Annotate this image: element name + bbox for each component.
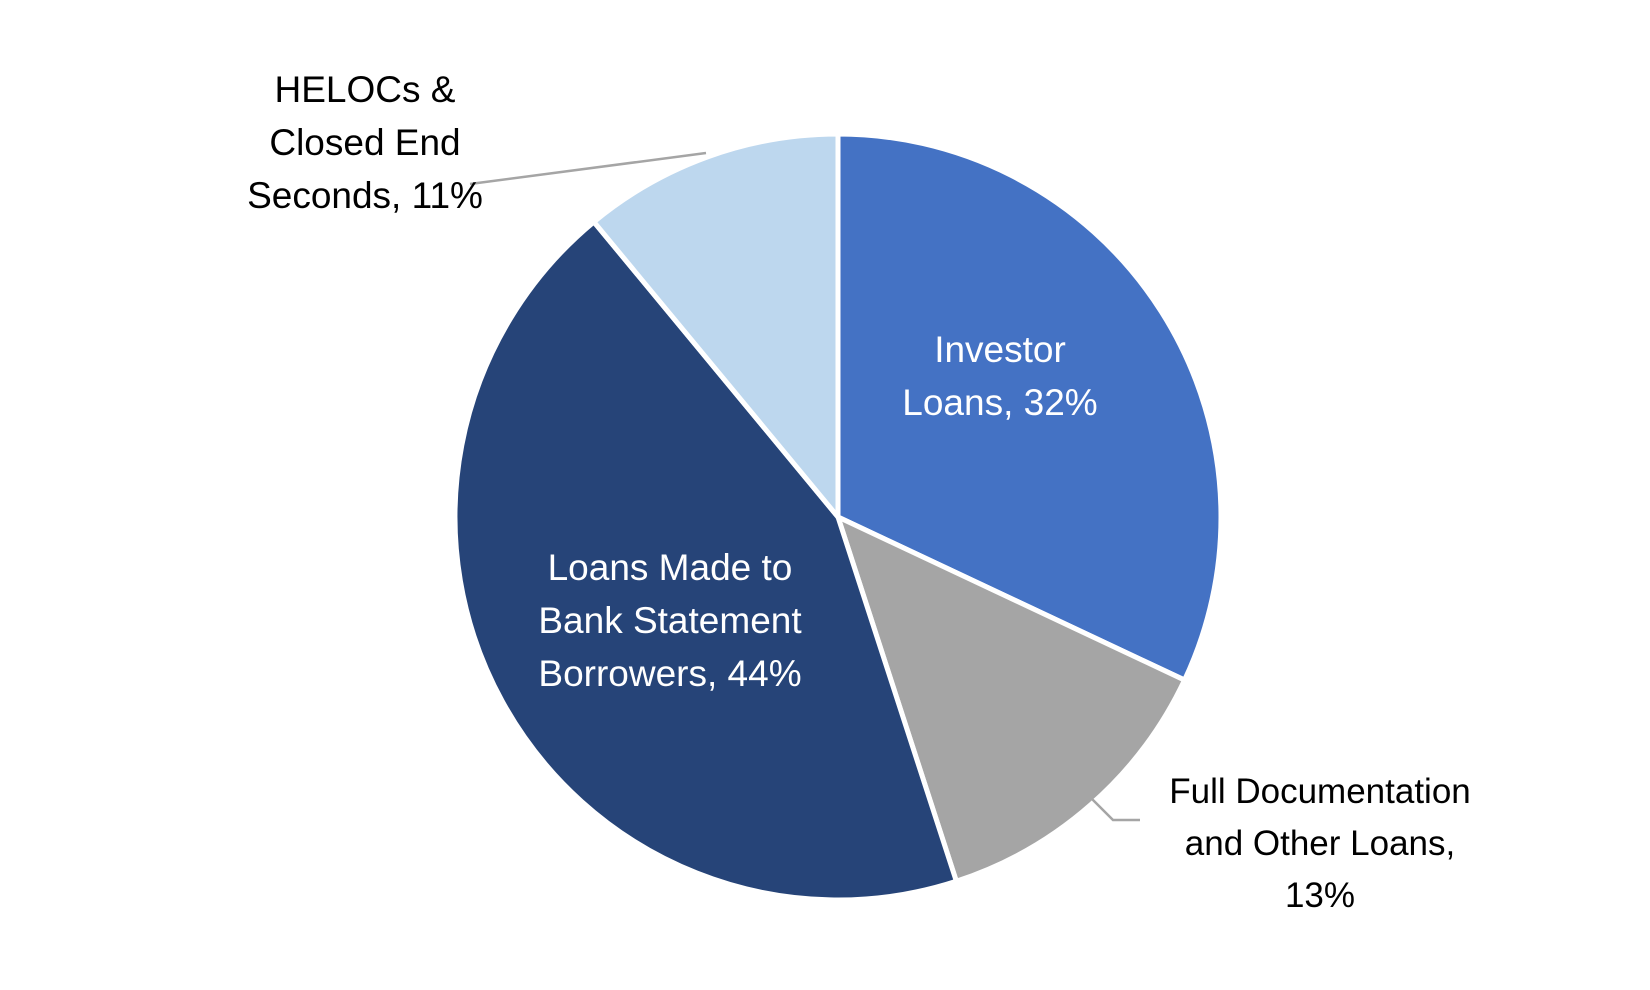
pie-slice-full-documentation-and-other-loans [835,514,1188,884]
pie-slice-investor-loans [835,131,1224,683]
label-full-documentation: Full Documentation and Other Loans, 13% [1140,766,1500,922]
pie-slice-helocs-closed-end-seconds [591,131,841,520]
label-bank-statement: Loans Made to Bank Statement Borrowers, … [500,541,840,700]
label-line: HELOCs & [274,69,456,110]
label-line: Loans Made to [547,547,793,588]
pie-slices [452,131,1224,903]
label-line: Investor [934,329,1066,370]
label-line: Closed End [269,122,461,163]
label-line: Bank Statement [538,600,802,641]
leader-line-helocs [469,151,707,186]
label-line: and Other Loans, [1184,824,1456,863]
leader-lines [469,151,1140,822]
label-line: Seconds, 11% [247,175,483,216]
label-line: 13% [1284,876,1356,915]
label-line: Loans, 32% [902,382,1098,423]
label-helocs: HELOCs & Closed End Seconds, 11% [225,63,505,222]
label-investor-loans: Investor Loans, 32% [880,323,1120,429]
leader-line-full-doc [1087,794,1140,822]
label-line: Borrowers, 44% [538,653,802,694]
pie-slice-loans-made-to-bank-statement-borrowers [452,219,959,903]
label-line: Full Documentation [1169,772,1471,811]
